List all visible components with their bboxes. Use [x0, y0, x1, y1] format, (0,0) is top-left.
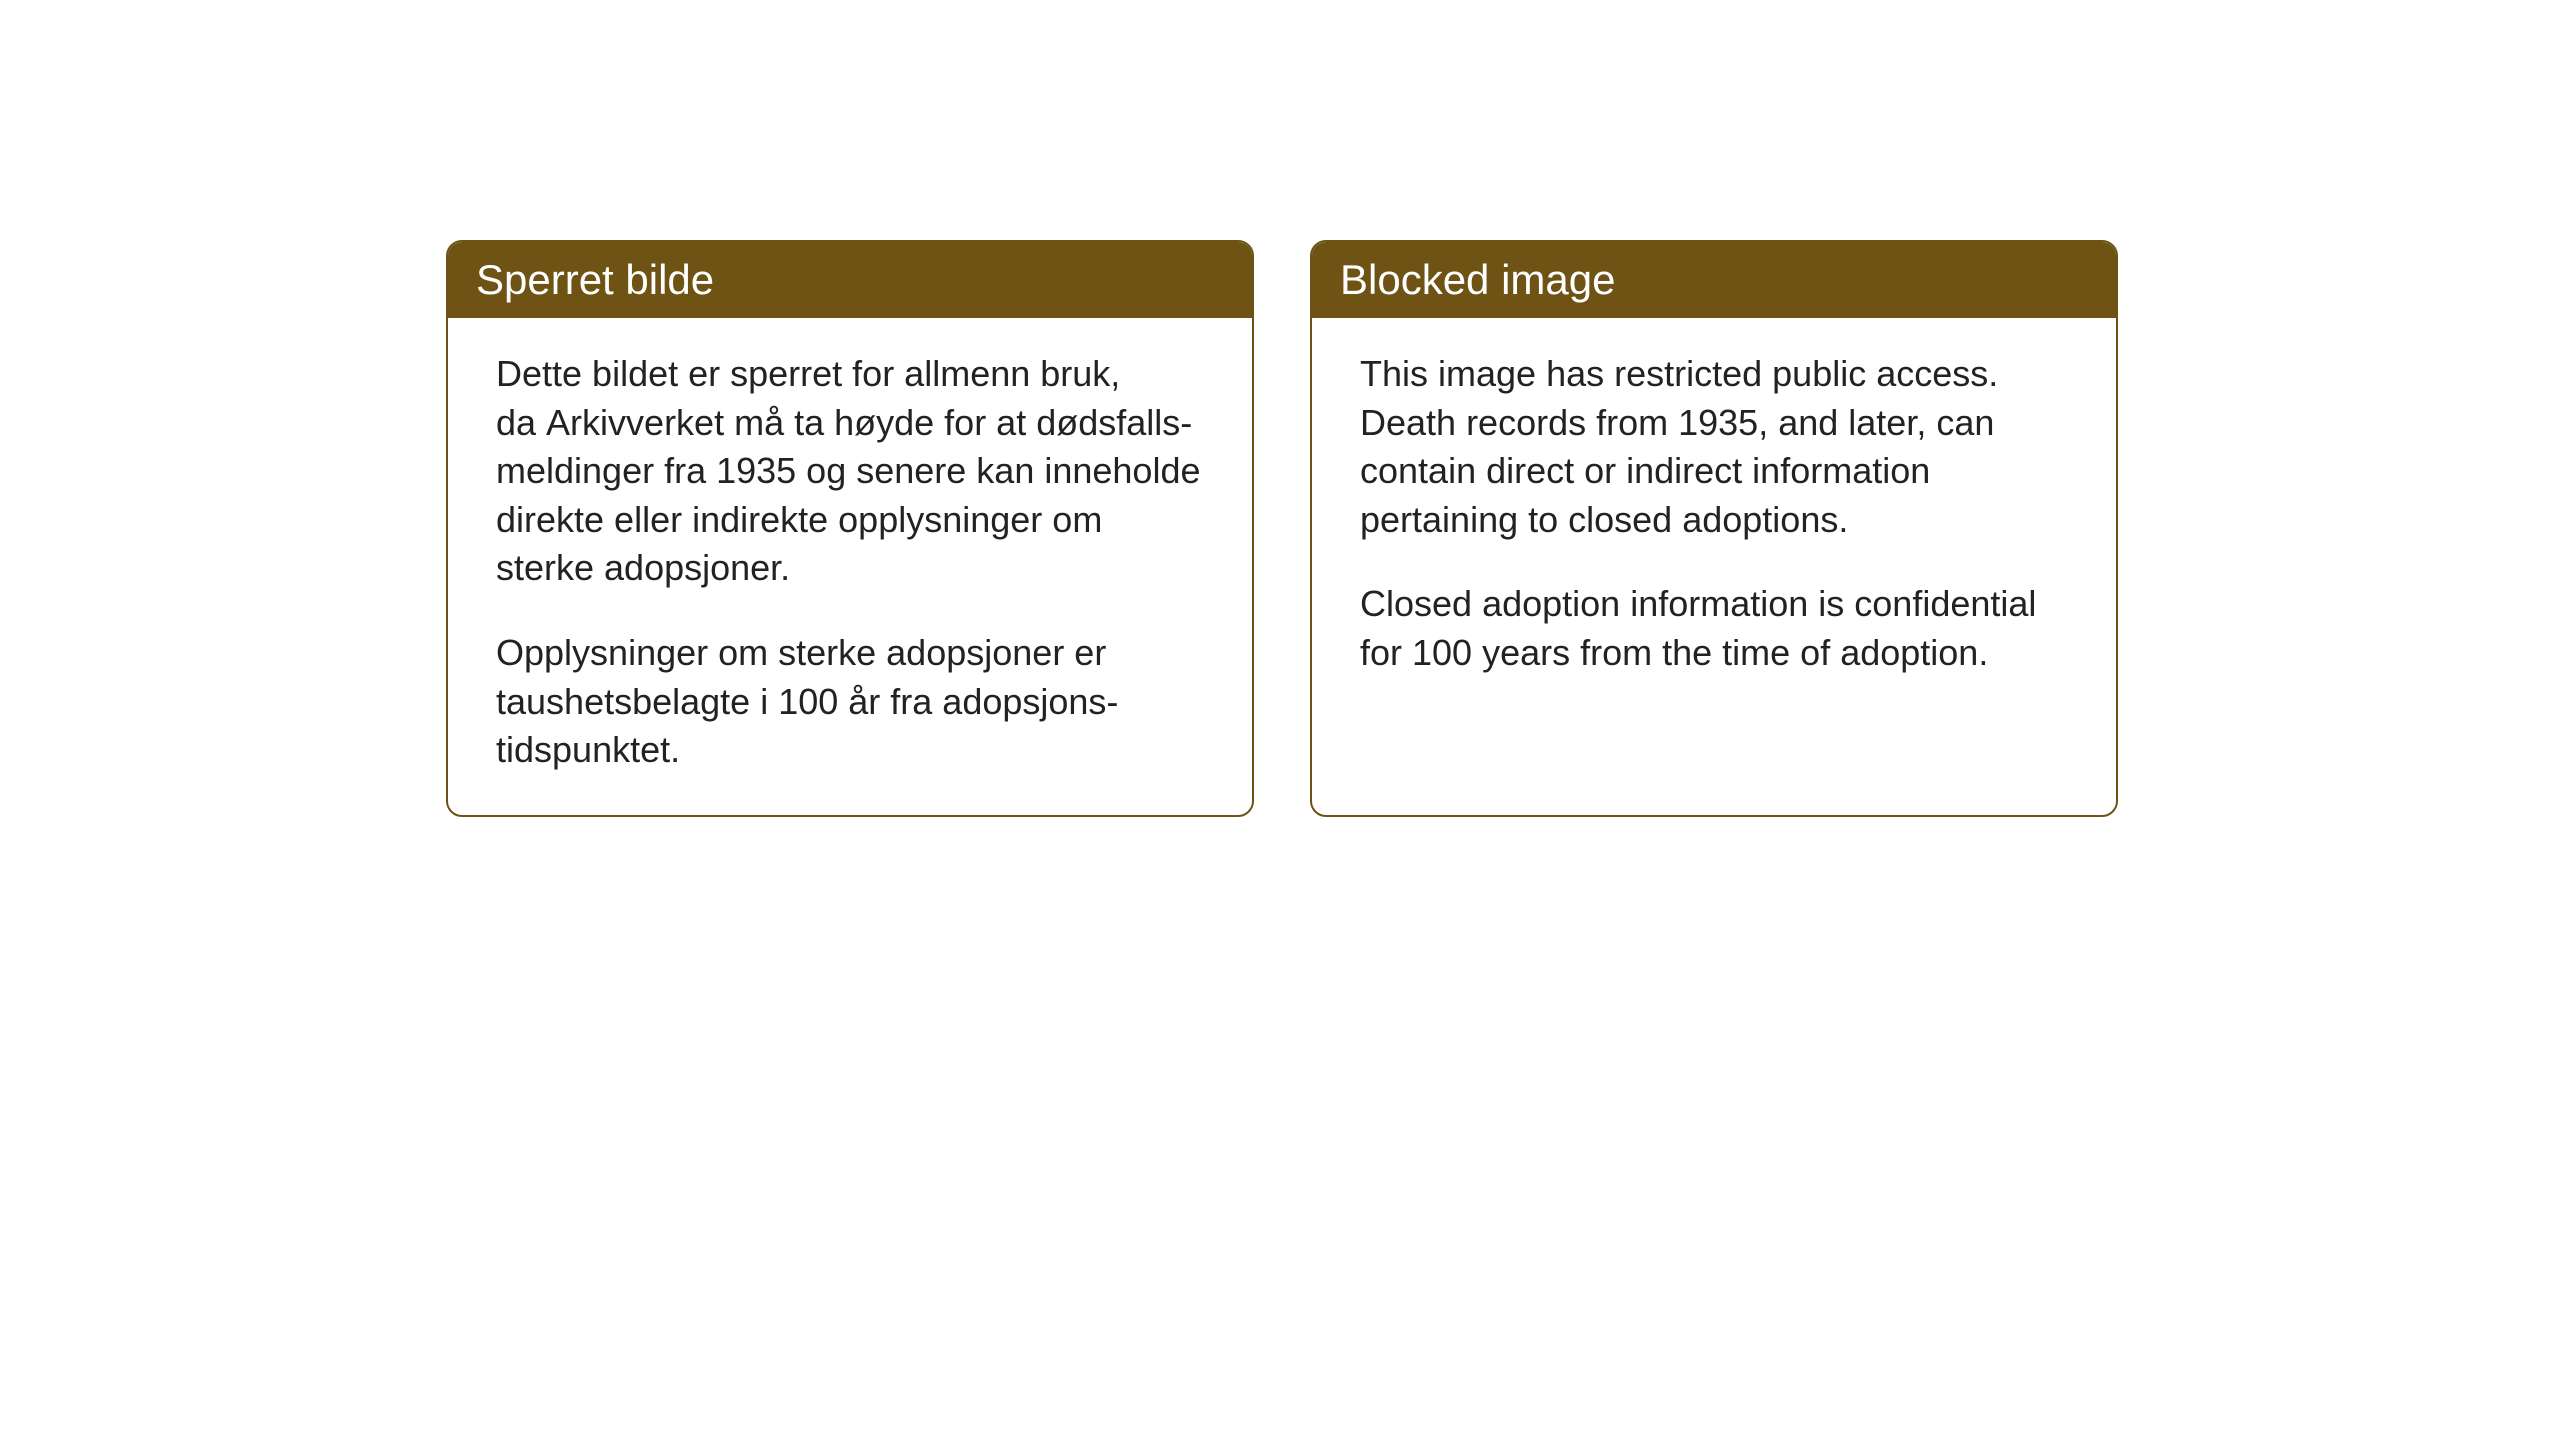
card-paragraph-2-english: Closed adoption information is confident… — [1360, 580, 2068, 677]
card-paragraph-2-norwegian: Opplysninger om sterke adopsjoner er tau… — [496, 629, 1204, 775]
card-paragraph-1-english: This image has restricted public access.… — [1360, 350, 2068, 544]
card-body-norwegian: Dette bildet er sperret for allmenn bruk… — [448, 318, 1252, 815]
card-title-english: Blocked image — [1312, 242, 2116, 318]
card-title-norwegian: Sperret bilde — [448, 242, 1252, 318]
notice-card-english: Blocked image This image has restricted … — [1310, 240, 2118, 817]
notice-container: Sperret bilde Dette bildet er sperret fo… — [446, 240, 2118, 817]
card-body-english: This image has restricted public access.… — [1312, 318, 2116, 718]
notice-card-norwegian: Sperret bilde Dette bildet er sperret fo… — [446, 240, 1254, 817]
card-paragraph-1-norwegian: Dette bildet er sperret for allmenn bruk… — [496, 350, 1204, 593]
